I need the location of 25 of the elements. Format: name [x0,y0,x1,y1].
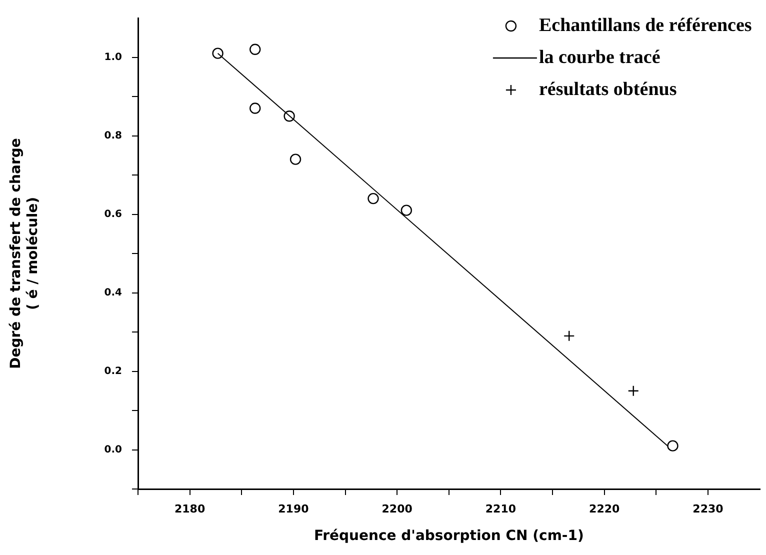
point [250,102,261,114]
point [667,440,678,452]
y-tick-label: 1.0 [104,52,122,63]
point [250,44,261,55]
x-tick-label: 2220 [589,502,620,516]
y-tick-label: 0.4 [104,287,122,298]
point [290,154,302,165]
y-tick-label: 0.6 [104,208,122,220]
y-tick-label: 0.2 [104,366,122,377]
legend-label: la courbe tracé [538,46,660,68]
point [400,204,412,216]
point [284,110,295,122]
x-tick-label: 2180 [174,502,206,516]
x-tick-label: 2190 [278,502,310,516]
y-tick-label: 0.8 [104,130,122,142]
x-tick-label: 2230 [692,502,724,516]
x-tick-label: 2200 [382,502,413,516]
legend-label: résultats obténus [538,78,677,100]
y-axis-title: Degré de transfert de charge ( é / molécule) [8,138,41,369]
x-tick-label: 2210 [485,502,516,516]
y-tick-label: 0.0 [104,444,122,456]
point [368,192,379,204]
x-axis-title: Fréquence d'absorption CN (cm-1) [314,528,584,544]
legend-label: Echantillans de références [538,14,752,36]
point [212,48,224,59]
